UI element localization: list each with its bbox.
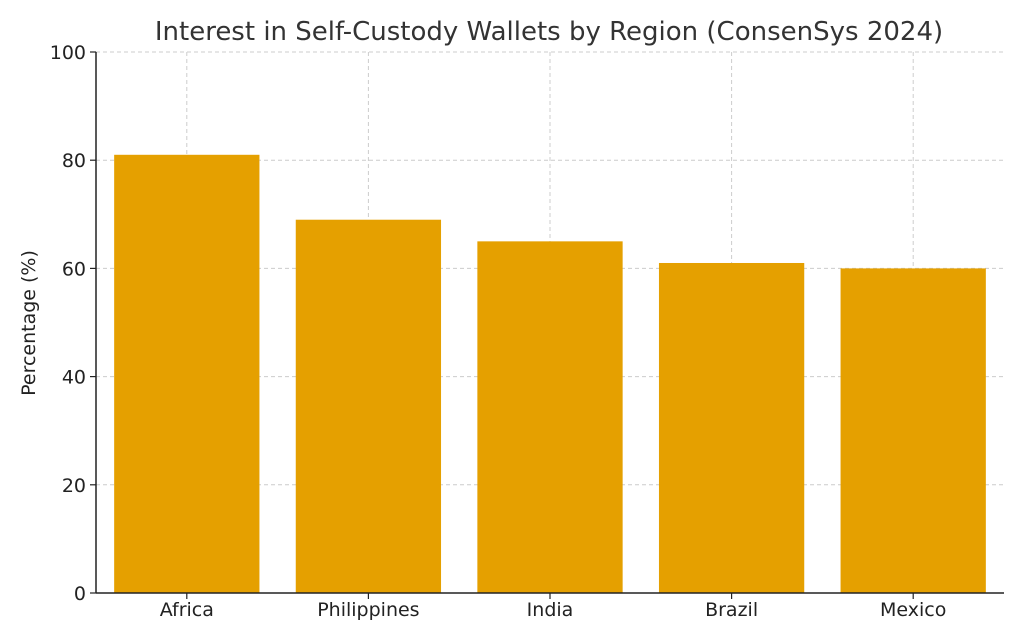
- bar-philippines: [295, 219, 442, 593]
- y-tick-label-2: 40: [62, 367, 86, 389]
- x-tick-label-brazil: Brazil: [705, 599, 758, 621]
- bar-mexico: [840, 268, 986, 593]
- x-tick-label-africa: Africa: [160, 599, 214, 621]
- y-tick-label-3: 60: [62, 258, 86, 280]
- y-tick-label-1: 20: [62, 475, 86, 497]
- y-axis-label: Percentage (%): [18, 250, 40, 396]
- y-tick-label-4: 80: [62, 150, 86, 172]
- x-tick-label-philippines: Philippines: [317, 599, 419, 621]
- axes: [90, 51, 1004, 599]
- y-tick-label-5: 100: [50, 42, 86, 64]
- tick-labels: 0 20 40 60 80 100 Africa Philippines India Brazil…: [50, 42, 947, 621]
- bar-africa: [114, 154, 260, 594]
- x-tick-label-mexico: Mexico: [880, 599, 946, 621]
- x-tick-label-india: India: [527, 599, 574, 621]
- bar-india: [477, 241, 623, 593]
- bars: [114, 154, 986, 594]
- y-tick-label-0: 0: [74, 583, 86, 605]
- chart-title: Interest in Self-Custody Wallets by Regi…: [155, 17, 943, 47]
- bar-brazil: [658, 262, 805, 593]
